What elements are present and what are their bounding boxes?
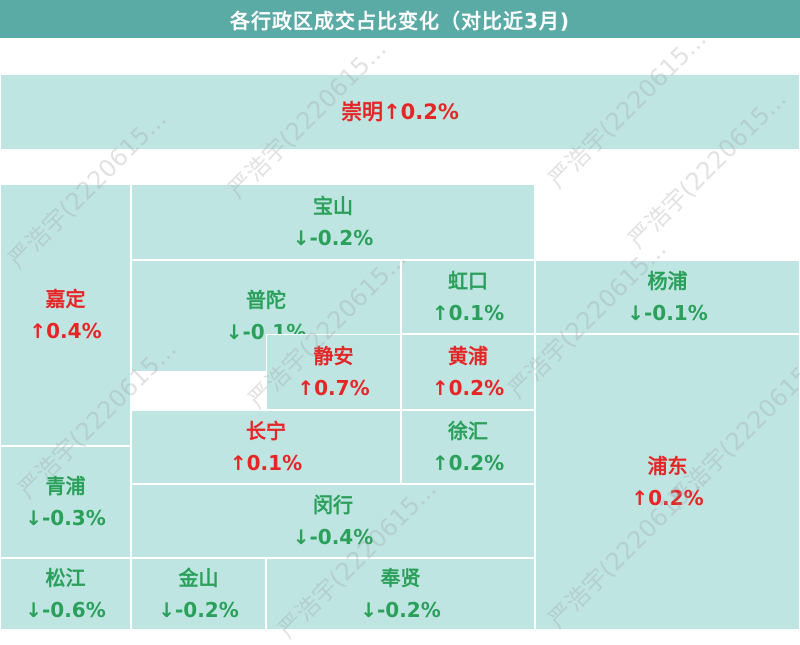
change-value: -0.1% (643, 301, 708, 325)
change-value: 0.1% (246, 451, 303, 475)
change-value: 0.2% (448, 451, 505, 475)
district-name: 虹口 (448, 269, 488, 293)
district-name: 杨浦 (647, 269, 688, 293)
district-jinshan: 金山 ↓-0.2% (131, 558, 266, 630)
district-change: ↑0.1% (230, 447, 302, 479)
change-value: -0.2% (376, 598, 441, 622)
district-change: ↑0.2% (631, 482, 703, 514)
arrow-up-icon: ↑ (297, 376, 315, 400)
arrow-down-icon: ↑ (431, 301, 449, 325)
change-value: -0.2% (309, 226, 374, 250)
change-value: 0.7% (314, 376, 370, 400)
change-value: 0.2% (648, 486, 704, 510)
district-change: ↓-0.6% (25, 594, 106, 626)
district-change: ↑0.4% (29, 315, 101, 347)
district-change: ↑0.1% (432, 297, 504, 329)
district-yangpu: 杨浦 ↓-0.1% (535, 260, 800, 334)
district-change: ↓-0.2% (158, 594, 239, 626)
arrow-up-icon: ↑ (383, 100, 401, 124)
district-change: ↑0.2% (383, 96, 459, 128)
district-name: 青浦 (45, 474, 86, 498)
district-jingan: 静安 ↑0.7% (266, 334, 401, 410)
district-name: 徐汇 (448, 419, 488, 443)
district-name: 嘉定 (45, 287, 86, 311)
district-change: ↑0.7% (297, 372, 369, 404)
district-qingpu: 青浦 ↓-0.3% (0, 446, 131, 558)
arrow-down-icon: ↓ (25, 506, 42, 530)
district-huangpu: 黄浦 ↑0.2% (401, 334, 535, 410)
change-value: 0.2% (448, 376, 505, 400)
change-value: -0.3% (41, 506, 106, 530)
district-change: ↓-0.1% (627, 297, 708, 329)
district-name: 宝山 (313, 194, 353, 218)
district-name: 金山 (178, 566, 219, 590)
district-baoshan: 宝山 ↓-0.2% (131, 184, 535, 260)
district-name: 奉贤 (380, 566, 421, 590)
district-minhang: 闵行 ↓-0.4% (131, 484, 535, 558)
arrow-down-icon: ↑ (431, 451, 449, 475)
arrow-down-icon: ↓ (292, 226, 310, 250)
district-change: ↑0.2% (432, 372, 504, 404)
change-value: 0.1% (448, 301, 505, 325)
arrow-down-icon: ↓ (360, 598, 377, 622)
arrow-up-icon: ↑ (29, 319, 47, 343)
arrow-down-icon: ↓ (627, 301, 644, 325)
arrow-up-icon: ↑ (431, 376, 449, 400)
district-change: ↓-0.2% (360, 594, 441, 626)
district-change: ↓-0.3% (25, 502, 106, 534)
district-jiading: 嘉定 ↑0.4% (0, 184, 131, 446)
district-chongming: 崇明 ↑0.2% (0, 74, 800, 150)
district-name: 崇明 (341, 100, 384, 124)
change-value: 0.2% (400, 100, 459, 124)
arrow-down-icon: ↓ (292, 525, 310, 549)
district-xuhui: 徐汇 ↑0.2% (401, 410, 535, 484)
spacer-top-right (535, 184, 800, 260)
district-change: ↑0.2% (432, 447, 504, 479)
change-value: -0.2% (174, 598, 239, 622)
change-value: 0.4% (46, 319, 102, 343)
arrow-down-icon: ↓ (25, 598, 42, 622)
change-value: -0.4% (309, 525, 374, 549)
district-pudong: 浦东 ↑0.2% (535, 334, 800, 630)
district-hongkou: 虹口 ↑0.1% (401, 260, 535, 334)
district-change: ↓-0.4% (293, 521, 374, 553)
district-name: 松江 (45, 566, 86, 590)
district-name: 浦东 (647, 454, 688, 478)
spacer-top (0, 38, 800, 74)
arrow-down-icon: ↓ (158, 598, 175, 622)
change-value: -0.6% (41, 598, 106, 622)
district-changning: 长宁 ↑0.1% (131, 410, 401, 484)
district-name: 闵行 (313, 493, 353, 517)
district-fengxian: 奉贤 ↓-0.2% (266, 558, 535, 630)
district-name: 长宁 (246, 419, 286, 443)
district-name: 静安 (313, 344, 354, 368)
arrow-down-icon: ↓ (225, 320, 243, 344)
arrow-up-icon: ↑ (631, 486, 649, 510)
arrow-up-icon: ↑ (229, 451, 247, 475)
chart-title: 各行政区成交占比变化（对比近3月) (0, 0, 800, 38)
district-name: 普陀 (246, 288, 286, 312)
district-change: ↓-0.2% (293, 222, 374, 254)
district-name: 黄浦 (448, 344, 488, 368)
spacer-middle (0, 150, 800, 184)
district-songjiang: 松江 ↓-0.6% (0, 558, 131, 630)
